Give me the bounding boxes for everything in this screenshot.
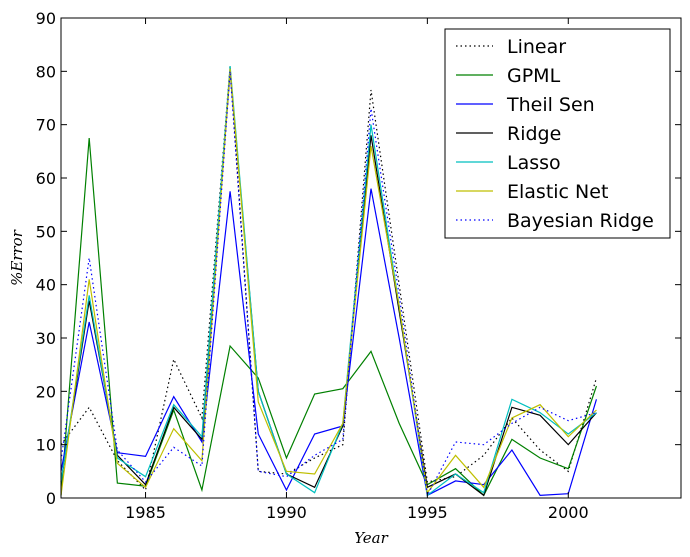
x-tick-label: 2000 xyxy=(548,503,589,522)
y-axis: 0 10 20 30 40 50 60 70 80 90 xyxy=(36,9,681,508)
y-tick-label: 10 xyxy=(36,436,56,455)
y-tick-label: 20 xyxy=(36,382,56,401)
x-axis-label: Year xyxy=(354,529,388,547)
series-lines xyxy=(60,65,598,498)
legend-label-elastic-net: Elastic Net xyxy=(507,181,608,203)
legend-label-gpml: GPML xyxy=(507,65,561,87)
y-tick-label: 50 xyxy=(36,222,56,241)
legend: Linear GPML Theil Sen Ridge Lasso Elastic Net… xyxy=(444,28,671,239)
legend-label-lasso: Lasso xyxy=(507,152,561,174)
y-tick-label: 40 xyxy=(36,276,56,295)
legend-label-theil-sen: Theil Sen xyxy=(506,94,595,116)
y-tick-label: 90 xyxy=(36,9,56,28)
y-tick-label: 0 xyxy=(46,489,56,508)
series-line-theil-sen xyxy=(60,188,598,497)
x-tick-label: 1990 xyxy=(266,503,307,522)
y-axis-label: %Error xyxy=(8,229,26,286)
legend-label-ridge: Ridge xyxy=(507,123,561,145)
y-tick-label: 60 xyxy=(36,169,56,188)
series-line-linear xyxy=(60,65,598,492)
y-tick-label: 70 xyxy=(36,116,56,135)
y-tick-label: 80 xyxy=(36,62,56,81)
series-line-gpml xyxy=(60,137,598,497)
x-tick-label: 1995 xyxy=(407,503,448,522)
legend-label-bayesian-ridge: Bayesian Ridge xyxy=(507,210,654,232)
legend-label-linear: Linear xyxy=(507,36,566,58)
plot-frame xyxy=(60,17,682,499)
x-tick-label: 1985 xyxy=(125,503,166,522)
series-line-lasso xyxy=(60,65,597,497)
series-line-elastic-net xyxy=(60,68,597,496)
x-axis: 1985 1990 1995 2000 xyxy=(125,18,589,522)
y-tick-label: 30 xyxy=(36,329,56,348)
